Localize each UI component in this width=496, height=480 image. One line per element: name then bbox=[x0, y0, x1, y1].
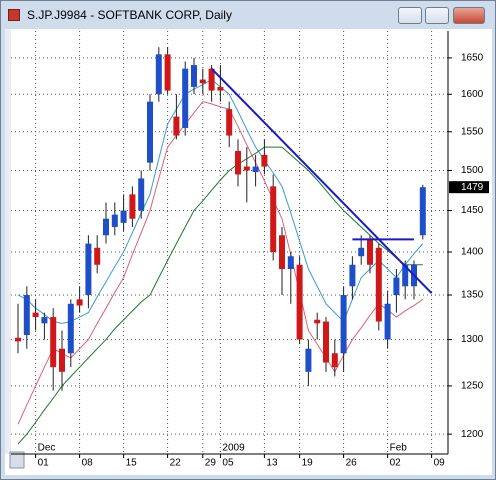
candle-body bbox=[199, 79, 206, 84]
candle-body bbox=[323, 321, 329, 363]
candle-body bbox=[419, 187, 426, 236]
candle-body bbox=[129, 194, 136, 219]
candle-body bbox=[67, 303, 74, 354]
candle-body bbox=[208, 68, 215, 91]
y-tick-label: 1600 bbox=[461, 89, 484, 100]
x-tick-label: 13 bbox=[266, 458, 278, 469]
x-tick-label: 29 bbox=[205, 458, 217, 469]
candle-body bbox=[103, 218, 109, 236]
candle-body bbox=[182, 68, 189, 128]
x-tick-label: 08 bbox=[82, 458, 94, 469]
candle-body bbox=[173, 116, 180, 136]
candle-body bbox=[217, 86, 224, 91]
candle-body bbox=[155, 54, 162, 95]
chart: 1200 1250 1300 1350 1400 1450 1500 1550 1600 1650… bbox=[5, 29, 492, 475]
candle-body bbox=[120, 210, 127, 223]
candle-body bbox=[384, 303, 391, 340]
candle-body bbox=[23, 294, 30, 336]
candle-body bbox=[331, 353, 338, 368]
candle-body bbox=[314, 319, 321, 324]
period-label: Feb bbox=[390, 443, 408, 454]
y-tick-label: 1550 bbox=[461, 126, 484, 137]
candle-body bbox=[164, 54, 171, 91]
period-label: Dec bbox=[38, 443, 56, 454]
left-strip bbox=[5, 29, 11, 454]
chart-background bbox=[5, 29, 492, 475]
y-tick-label: 1350 bbox=[461, 290, 484, 301]
x-tick-label: 05 bbox=[222, 458, 234, 469]
candle-body bbox=[41, 317, 48, 324]
candle-body bbox=[138, 178, 145, 211]
candle-body bbox=[252, 166, 259, 173]
candle-body bbox=[59, 348, 65, 372]
y-tick-label: 1200 bbox=[461, 429, 484, 440]
candle-body bbox=[147, 101, 153, 163]
candle-body bbox=[393, 277, 400, 295]
maximize-button[interactable] bbox=[425, 7, 449, 24]
candle-body bbox=[270, 186, 277, 253]
y-tick-label: 1450 bbox=[461, 205, 484, 216]
candle-body bbox=[85, 243, 92, 295]
candle-body bbox=[94, 247, 101, 265]
y-tick-label: 1650 bbox=[461, 53, 484, 64]
candle-body bbox=[76, 299, 83, 306]
x-tick-label: 01 bbox=[38, 458, 50, 469]
y-tick-label: 1500 bbox=[461, 165, 484, 176]
minimize-button[interactable] bbox=[398, 7, 422, 24]
candle-body bbox=[235, 150, 241, 175]
candle-body bbox=[261, 154, 268, 167]
title-bar: S.JP.J9984 - SOFTBANK CORP, Daily bbox=[1, 1, 495, 29]
x-tick-label: 19 bbox=[302, 458, 314, 469]
moving-average bbox=[17, 146, 423, 445]
x-tick-label: 22 bbox=[170, 458, 182, 469]
period-label: 2009 bbox=[222, 443, 245, 454]
y-tick-label: 1300 bbox=[461, 334, 484, 345]
candle-body bbox=[243, 166, 250, 171]
candle-body bbox=[402, 264, 409, 287]
candle-body bbox=[226, 109, 233, 136]
scroll-handle[interactable] bbox=[9, 451, 25, 469]
candle-body bbox=[15, 337, 21, 342]
y-tick-label: 1400 bbox=[461, 247, 484, 258]
candle-body bbox=[191, 65, 197, 87]
candle-body bbox=[50, 317, 57, 368]
x-tick-label: 15 bbox=[126, 458, 138, 469]
candle-body bbox=[349, 264, 356, 287]
last-price-box bbox=[449, 181, 489, 194]
window-title: S.JP.J9984 - SOFTBANK CORP, Daily bbox=[27, 8, 232, 22]
x-tick-label: 26 bbox=[346, 458, 358, 469]
candle-body bbox=[305, 348, 312, 372]
candle-body bbox=[358, 247, 365, 257]
candle-body bbox=[111, 214, 118, 227]
y-tick-label: 1250 bbox=[461, 381, 484, 392]
trendline bbox=[210, 67, 433, 294]
candle-body bbox=[367, 239, 373, 265]
candle-body bbox=[375, 247, 382, 322]
last-price-label: 1479 bbox=[461, 182, 484, 193]
candle-body bbox=[296, 264, 303, 340]
candle-body bbox=[340, 294, 347, 354]
candle-body bbox=[287, 256, 294, 270]
x-tick-label: 02 bbox=[390, 458, 402, 469]
candle-body bbox=[32, 312, 39, 318]
app-icon bbox=[8, 9, 20, 21]
candle-body bbox=[279, 235, 285, 270]
x-tick-label: 09 bbox=[434, 458, 446, 469]
close-button[interactable] bbox=[453, 7, 485, 24]
moving-average bbox=[17, 101, 424, 425]
